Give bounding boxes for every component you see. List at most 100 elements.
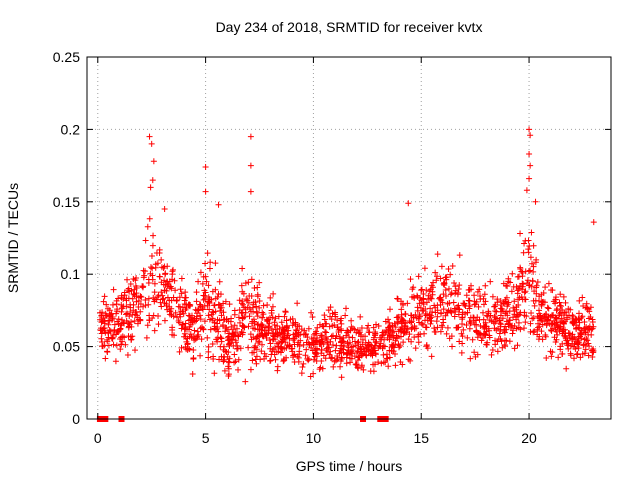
data-point [199, 306, 206, 313]
data-point [440, 316, 447, 323]
y-tick-label: 0 [72, 411, 80, 427]
data-point [122, 311, 129, 318]
data-point [541, 318, 548, 325]
data-point [438, 322, 445, 329]
data-point [520, 281, 527, 288]
data-point [579, 294, 586, 301]
data-point [539, 321, 546, 328]
data-point [217, 343, 224, 350]
data-point [543, 355, 550, 362]
data-point [528, 309, 535, 316]
data-point [402, 323, 409, 330]
data-point [517, 265, 524, 272]
data-point [501, 329, 508, 336]
data-point [194, 328, 201, 335]
data-point [412, 311, 419, 318]
data-point [123, 303, 130, 310]
data-point [392, 337, 399, 344]
data-point [149, 265, 156, 272]
data-point [99, 339, 106, 346]
data-point [576, 310, 583, 317]
data-point [279, 330, 286, 337]
data-point [254, 333, 261, 340]
data-point [305, 339, 312, 346]
data-point [359, 336, 366, 343]
data-point [245, 344, 252, 351]
data-point [573, 322, 580, 329]
data-point [291, 341, 298, 348]
data-point [355, 365, 362, 372]
data-point [396, 344, 403, 351]
data-point [183, 301, 190, 308]
data-point [504, 283, 511, 290]
data-point [274, 367, 281, 374]
data-point [178, 275, 185, 282]
data-point [563, 309, 570, 316]
data-point [473, 298, 480, 305]
data-point [497, 323, 504, 330]
data-point [313, 353, 320, 360]
data-point [151, 289, 158, 296]
data-point [309, 347, 316, 354]
data-point-peak [148, 140, 155, 147]
data-point [266, 357, 273, 364]
data-point [448, 309, 455, 316]
data-point [250, 316, 257, 323]
data-point [169, 266, 176, 273]
data-point [451, 305, 458, 312]
data-point [113, 310, 120, 317]
data-point [510, 314, 517, 321]
data-point [407, 357, 414, 364]
data-point [337, 357, 344, 364]
data-point [310, 356, 317, 363]
data-point [529, 315, 536, 322]
data-point [431, 325, 438, 332]
data-point [328, 333, 335, 340]
data-point [442, 287, 449, 294]
data-point [444, 324, 451, 331]
data-point [272, 356, 279, 363]
data-point [142, 237, 149, 244]
data-point [210, 355, 217, 362]
data-point [555, 354, 562, 361]
data-point [109, 335, 116, 342]
data-point [503, 337, 510, 344]
data-point [281, 313, 288, 320]
data-point-peak [146, 133, 153, 140]
data-point [113, 308, 120, 315]
data-point [562, 318, 569, 325]
data-point [252, 344, 259, 351]
data-point [111, 321, 118, 328]
data-point [426, 314, 433, 321]
data-point [421, 317, 428, 324]
data-point [522, 288, 529, 295]
data-point [307, 373, 314, 380]
data-point [522, 237, 529, 244]
data-point [263, 335, 270, 341]
data-point [582, 346, 589, 353]
data-point [582, 329, 589, 336]
data-point [316, 366, 323, 373]
data-point [111, 327, 118, 334]
data-point [402, 310, 409, 317]
data-point [557, 343, 564, 350]
data-point [436, 295, 443, 302]
data-point [488, 318, 495, 325]
data-point [276, 325, 283, 332]
data-point [141, 272, 148, 279]
data-point [334, 324, 341, 331]
data-point [96, 316, 103, 323]
data-point [542, 284, 549, 291]
data-point [205, 312, 212, 319]
data-point [124, 287, 131, 294]
data-point [197, 325, 204, 332]
data-point [333, 342, 340, 349]
data-point-peak [149, 177, 156, 184]
data-point [164, 294, 171, 301]
data-point [132, 277, 139, 284]
data-point [121, 289, 128, 296]
data-point [362, 349, 369, 356]
data-point [569, 319, 576, 326]
y-tick-label: 0.05 [53, 339, 80, 355]
data-point [585, 331, 592, 338]
